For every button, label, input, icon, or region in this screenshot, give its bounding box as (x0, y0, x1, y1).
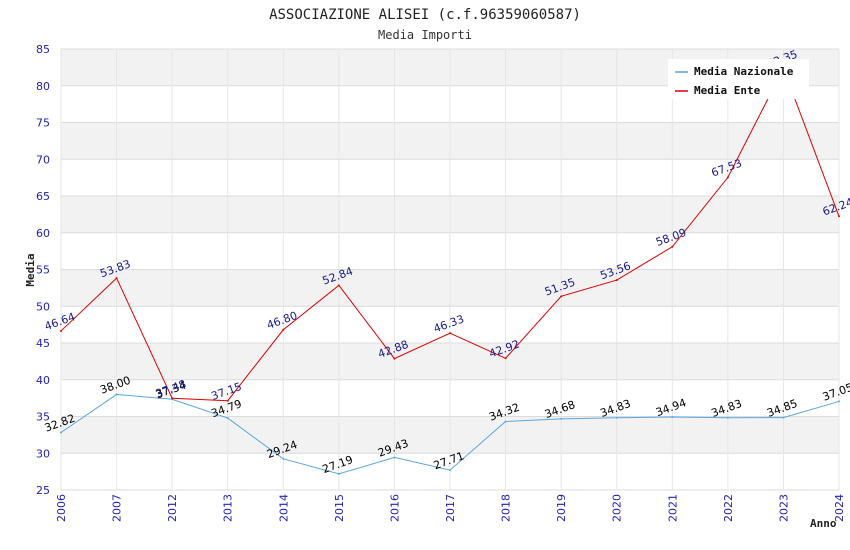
chart-subtitle: Media Importi (378, 28, 472, 42)
x-tick-2006: 2006 (55, 494, 68, 522)
x-tick-2023: 2023 (777, 494, 790, 522)
point-media-ente-2019 (560, 295, 563, 298)
x-tick-2020: 2020 (611, 494, 624, 522)
legend-label-media-ente: Media Ente (694, 84, 761, 97)
x-tick-2013: 2013 (222, 494, 235, 522)
point-media-nazionale-2019 (560, 417, 563, 420)
x-tick-2024: 2024 (833, 494, 846, 522)
y-tick-60: 60 (36, 227, 50, 240)
point-media-ente-2021 (671, 245, 674, 248)
point-media-ente-2006 (60, 329, 62, 332)
x-tick-2018: 2018 (500, 494, 513, 522)
y-tick-80: 80 (36, 80, 50, 93)
point-media-ente-2012 (171, 397, 174, 400)
x-axis-ticks: 2006 2007 2012 2013 2014 2015 2016 2017 2018 2019… (55, 494, 846, 522)
point-media-nazionale-2016 (393, 456, 396, 459)
point-media-ente-2018 (504, 357, 507, 360)
point-media-ente-2017 (449, 332, 451, 335)
x-tick-2019: 2019 (555, 494, 568, 522)
point-media-nazionale-2020 (615, 416, 618, 419)
y-tick-40: 40 (36, 374, 50, 387)
chart-legend: Media Nazionale Media Ente (668, 59, 809, 99)
point-media-nazionale-2021 (671, 415, 674, 418)
y-tick-50: 50 (36, 300, 50, 313)
point-media-nazionale-2023 (782, 416, 785, 419)
y-tick-65: 65 (36, 190, 50, 203)
point-media-ente-2020 (615, 279, 618, 282)
point-media-ente-2014 (282, 328, 285, 331)
x-tick-2014: 2014 (277, 494, 290, 522)
x-tick-2017: 2017 (444, 494, 457, 522)
x-tick-2015: 2015 (333, 494, 346, 522)
x-axis-label: Anno (810, 517, 837, 530)
point-media-nazionale-2024 (838, 400, 840, 403)
point-media-nazionale-2015 (337, 472, 340, 475)
x-tick-2012: 2012 (166, 494, 179, 522)
chart-gridlines (60, 48, 840, 491)
y-tick-35: 35 (36, 411, 50, 424)
point-media-nazionale-2017 (449, 469, 451, 472)
point-media-nazionale-2014 (282, 457, 285, 460)
y-tick-70: 70 (36, 153, 50, 166)
point-media-ente-2016 (393, 357, 396, 360)
point-media-nazionale-2022 (726, 416, 729, 419)
point-media-nazionale-2013 (226, 417, 229, 420)
y-axis-ticks: 25 30 35 40 45 50 55 60 65 70 75 80 85 (36, 43, 50, 497)
point-media-ente-2024 (838, 215, 840, 218)
point-media-ente-2022 (726, 176, 729, 179)
x-tick-2016: 2016 (388, 494, 401, 522)
y-tick-85: 85 (36, 43, 50, 56)
point-media-ente-2007 (115, 277, 118, 280)
y-tick-45: 45 (36, 337, 50, 350)
legend-label-media-nazionale: Media Nazionale (694, 65, 794, 78)
x-tick-2007: 2007 (111, 494, 124, 522)
y-tick-25: 25 (36, 484, 50, 497)
y-axis-label: Media (24, 253, 37, 286)
point-media-ente-2015 (337, 284, 340, 287)
y-tick-75: 75 (36, 117, 50, 130)
x-tick-2021: 2021 (666, 494, 679, 522)
point-media-nazionale-2018 (504, 420, 507, 423)
point-media-nazionale-2007 (115, 393, 118, 396)
chart-title: ASSOCIAZIONE ALISEI (c.f.96359060587) (269, 7, 581, 23)
point-media-nazionale-2006 (60, 431, 62, 434)
legend-box (668, 59, 809, 99)
point-media-ente-2013 (226, 399, 229, 402)
y-tick-30: 30 (36, 447, 50, 460)
x-tick-2022: 2022 (722, 494, 735, 522)
y-tick-55: 55 (36, 264, 50, 277)
